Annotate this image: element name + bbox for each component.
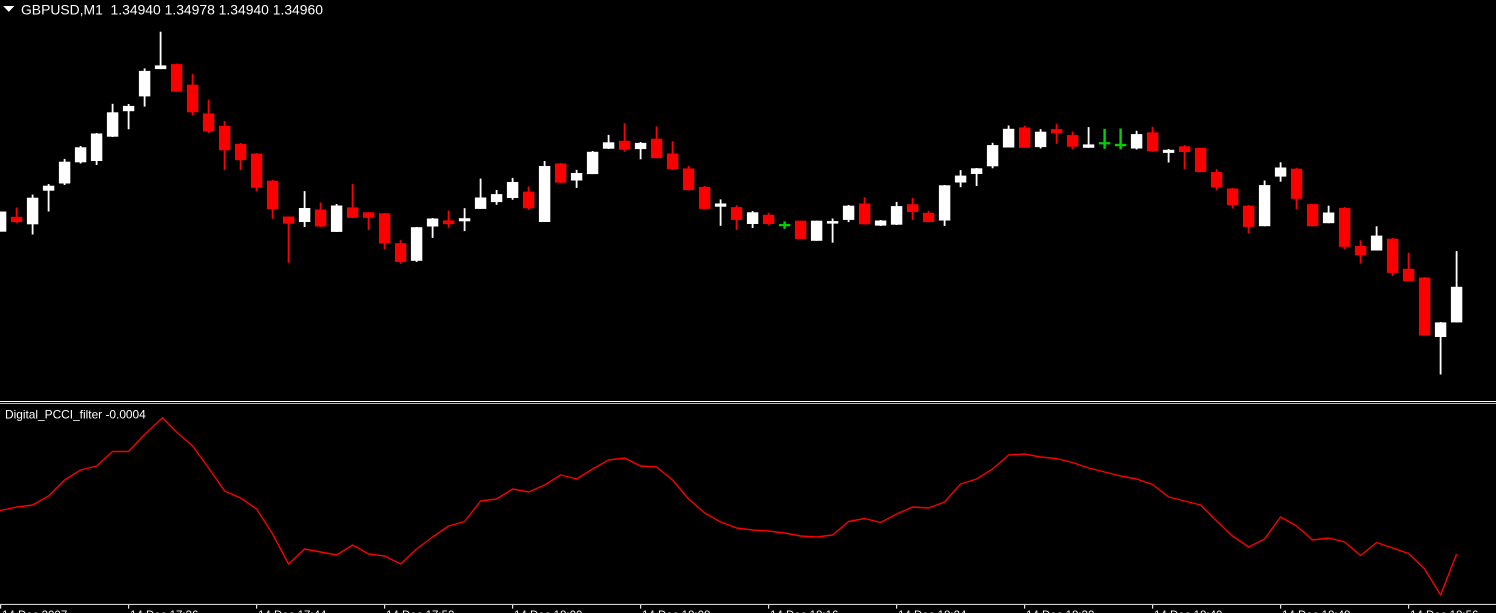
svg-text:14 Dec 18:16: 14 Dec 18:16 <box>770 610 838 613</box>
svg-text:14 Dec 17:36: 14 Dec 17:36 <box>130 610 198 613</box>
svg-text:14 Dec 18:56: 14 Dec 18:56 <box>1410 610 1478 613</box>
svg-text:Digital_PCCI_filter -0.0004: Digital_PCCI_filter -0.0004 <box>5 407 146 421</box>
svg-text:14 Dec 18:00: 14 Dec 18:00 <box>514 610 582 613</box>
svg-text:14 Dec 2007: 14 Dec 2007 <box>2 610 67 613</box>
svg-text:14 Dec 18:24: 14 Dec 18:24 <box>898 610 967 613</box>
svg-text:14 Dec 18:08: 14 Dec 18:08 <box>642 610 710 613</box>
svg-text:14 Dec 18:40: 14 Dec 18:40 <box>1154 610 1222 613</box>
svg-text:14 Dec 18:32: 14 Dec 18:32 <box>1026 610 1094 613</box>
svg-text:GBPUSD,M1 1.34940 1.34978 1.3: GBPUSD,M1 1.34940 1.34978 1.34940 1.3496… <box>21 2 323 18</box>
svg-text:14 Dec 17:52: 14 Dec 17:52 <box>386 610 454 613</box>
svg-text:14 Dec 18:48: 14 Dec 18:48 <box>1282 610 1350 613</box>
svg-text:14 Dec 17:44: 14 Dec 17:44 <box>258 610 327 613</box>
